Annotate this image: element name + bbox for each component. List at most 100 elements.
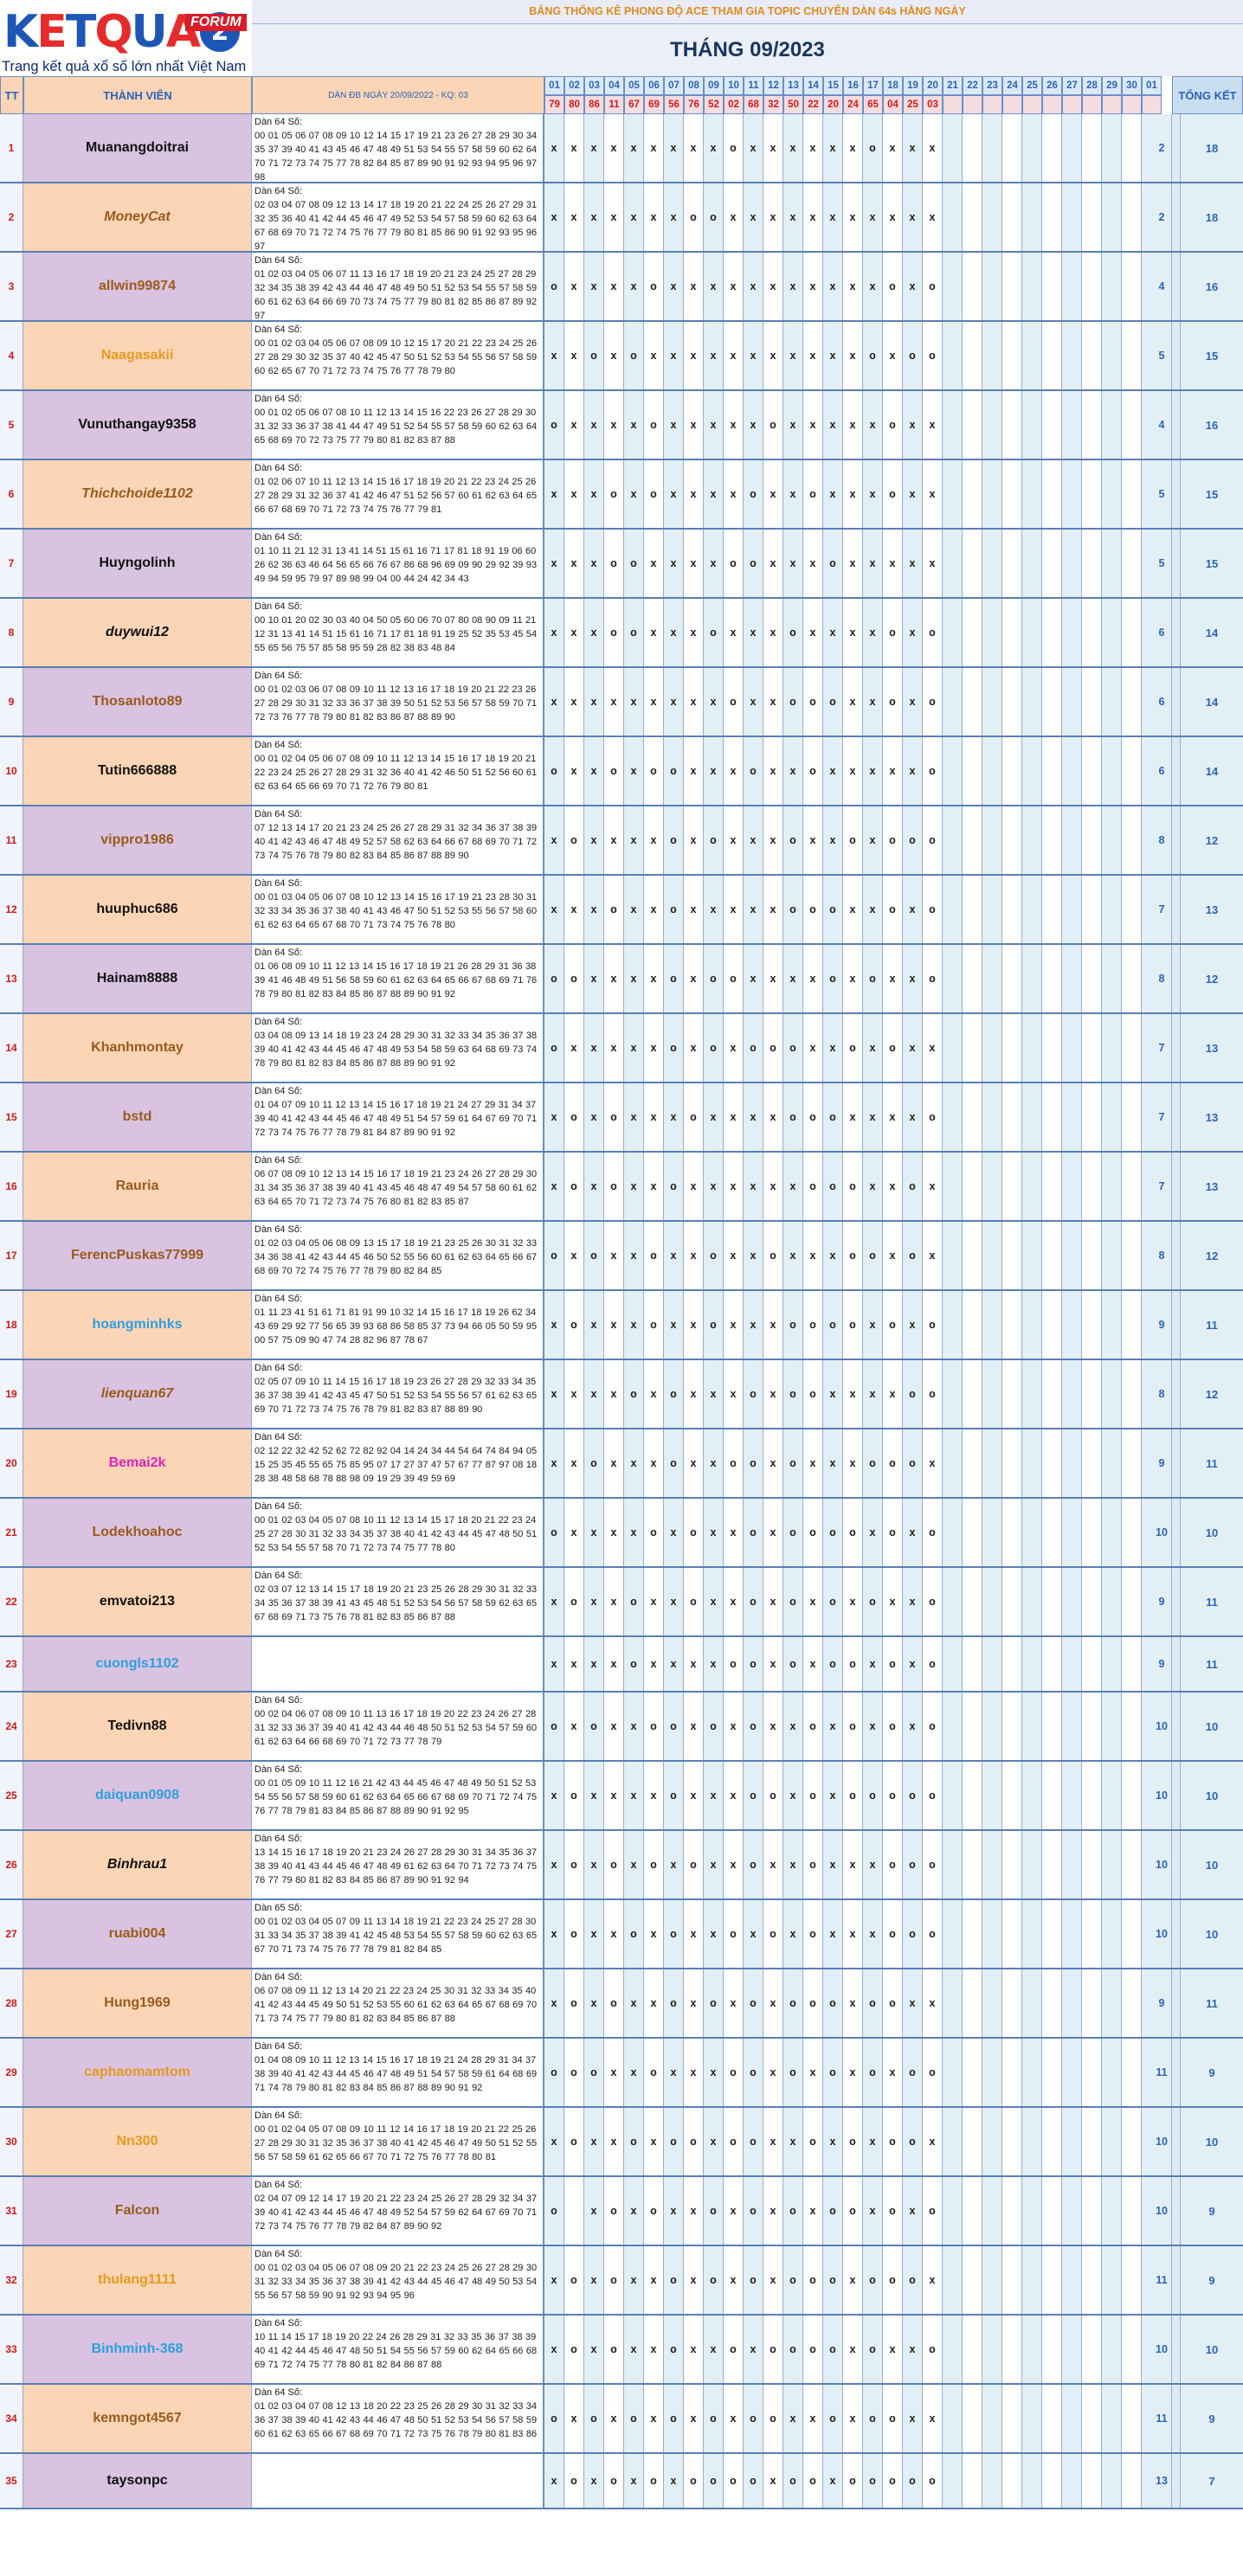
day-mark: [1122, 806, 1142, 874]
day-mark: o: [604, 737, 624, 805]
member-name[interactable]: thulang1111: [23, 2246, 252, 2314]
member-name[interactable]: Binhrau1: [23, 1831, 252, 1898]
day-result: [1122, 95, 1142, 114]
day-mark: x: [584, 1637, 604, 1691]
day-mark: o: [823, 1969, 843, 2037]
member-name[interactable]: lienquan67: [23, 1360, 252, 1428]
member-name[interactable]: Hung1969: [23, 1969, 252, 2037]
member-name[interactable]: Tedivn88: [23, 1693, 252, 1760]
member-name[interactable]: ruabi004: [23, 1900, 252, 1968]
member-name[interactable]: Bemai2k: [23, 1429, 252, 1497]
member-name[interactable]: emvatoi213: [23, 1568, 252, 1635]
day-mark: [1062, 1568, 1082, 1635]
member-name[interactable]: Thosanloto89: [23, 668, 252, 736]
day-mark: o: [883, 1499, 903, 1566]
member-name[interactable]: allwin99874: [23, 253, 252, 320]
day-mark: [943, 668, 963, 736]
member-name[interactable]: MoneyCat: [23, 183, 252, 251]
member-name[interactable]: Tutin666888: [23, 737, 252, 805]
day-mark: x: [903, 1693, 923, 1760]
total-spacer: [1172, 1900, 1181, 1968]
member-name[interactable]: Khanhmontay: [23, 1014, 252, 1082]
day-mark: x: [724, 1499, 744, 1566]
day-mark: [1082, 1693, 1102, 1760]
day-mark: [963, 1429, 982, 1497]
member-name[interactable]: Vunuthangay9358: [23, 391, 252, 459]
day-mark: [1002, 599, 1022, 666]
day-result: 80: [564, 95, 584, 114]
member-name[interactable]: duywui12: [23, 599, 252, 666]
day-mark: [1042, 460, 1062, 528]
day-mark: o: [803, 1360, 823, 1428]
member-name[interactable]: FerencPuskas77999: [23, 1222, 252, 1289]
member-name[interactable]: Naagasakii: [23, 322, 252, 389]
day-mark: x: [584, 460, 604, 528]
member-name[interactable]: vippro1986: [23, 806, 252, 874]
member-name[interactable]: Lodekhoahoc: [23, 1499, 252, 1566]
number-set-label: Dàn 64 Số:: [254, 740, 303, 750]
day-mark: x: [704, 737, 724, 805]
member-name[interactable]: Rauria: [23, 1153, 252, 1220]
number-set: Dàn 64 Số: 00 10 01 20 02 30 03 40 04 50 …: [252, 599, 544, 666]
day-mark: [1022, 1153, 1042, 1220]
day-mark: o: [823, 2039, 843, 2106]
day-mark: x: [664, 1568, 684, 1635]
member-name[interactable]: Huyngolinh: [23, 530, 252, 597]
total-score: 15: [1181, 460, 1243, 528]
member-name[interactable]: daiquan0908: [23, 1762, 252, 1829]
day-mark: x: [624, 1222, 644, 1289]
total-spacer: [1172, 1429, 1181, 1497]
day-mark: x: [843, 2039, 863, 2106]
day-mark: o: [803, 1291, 823, 1359]
day-mark: o: [823, 2316, 843, 2383]
day-mark: [1102, 599, 1122, 666]
member-name[interactable]: Muanangdoitrai: [23, 114, 252, 182]
day-mark: x: [903, 114, 923, 182]
member-name[interactable]: hoangminhks: [23, 1291, 252, 1359]
day-mark: x: [883, 945, 903, 1012]
day-mark: x: [783, 1762, 803, 1829]
member-name[interactable]: taysonpc: [23, 2454, 252, 2508]
day-mark: [982, 1637, 1002, 1691]
member-name[interactable]: bstd: [23, 1083, 252, 1151]
day-mark: [1062, 1499, 1082, 1566]
member-name[interactable]: Thichchoide1102: [23, 460, 252, 528]
table-row: 23 cuongls1102 x x x x o x x x x o o x o x o o x o x o 9 11: [0, 1637, 1243, 1693]
day-mark: x: [604, 114, 624, 182]
hit-count: 6: [1152, 668, 1172, 736]
member-name[interactable]: Falcon: [23, 2177, 252, 2245]
member-name[interactable]: Binhminh-368: [23, 2316, 252, 2383]
day-mark: [1122, 2108, 1142, 2175]
day-mark: x: [604, 322, 624, 389]
day-mark: x: [843, 183, 863, 251]
day-mark: x: [544, 1900, 564, 1968]
number-set: Dàn 64 Số: 00 01 03 04 05 06 07 08 10 12 …: [252, 876, 544, 943]
day-mark: o: [604, 2177, 624, 2245]
day-mark: x: [803, 1637, 823, 1691]
member-name[interactable]: Nn300: [23, 2108, 252, 2175]
day-mark: o: [923, 1083, 943, 1151]
total-spacer: [1172, 2316, 1181, 2383]
day-mark: x: [903, 599, 923, 666]
number-set: Dàn 64 Số: 00 01 02 03 04 05 06 07 08 09 …: [252, 2246, 544, 2314]
day-mark: o: [564, 2039, 584, 2106]
site-logo[interactable]: KETQUA 2 FORUM Trang kết quả xổ số lớn nh…: [0, 0, 252, 80]
day-mark: [1102, 530, 1122, 597]
table-row: 4 Naagasakii Dàn 64 Số: 00 01 02 03 04 05 0…: [0, 322, 1243, 391]
day-mark: x: [584, 253, 604, 320]
day-mark: [1082, 1222, 1102, 1289]
day-mark: x: [823, 599, 843, 666]
day-mark: x: [684, 668, 704, 736]
day-mark: x: [624, 1291, 644, 1359]
hit-count: 8: [1152, 1222, 1172, 1289]
member-name[interactable]: huuphuc686: [23, 876, 252, 943]
total-spacer: [1172, 1693, 1181, 1760]
day-mark: x: [544, 322, 564, 389]
member-name[interactable]: caphaomamtom: [23, 2039, 252, 2106]
member-name[interactable]: kemngot4567: [23, 2385, 252, 2452]
member-name[interactable]: cuongls1102: [23, 1637, 252, 1691]
day-mark: o: [684, 1568, 704, 1635]
member-name[interactable]: Hainam8888: [23, 945, 252, 1012]
day-mark: o: [564, 2246, 584, 2314]
day-mark: o: [664, 2108, 684, 2175]
